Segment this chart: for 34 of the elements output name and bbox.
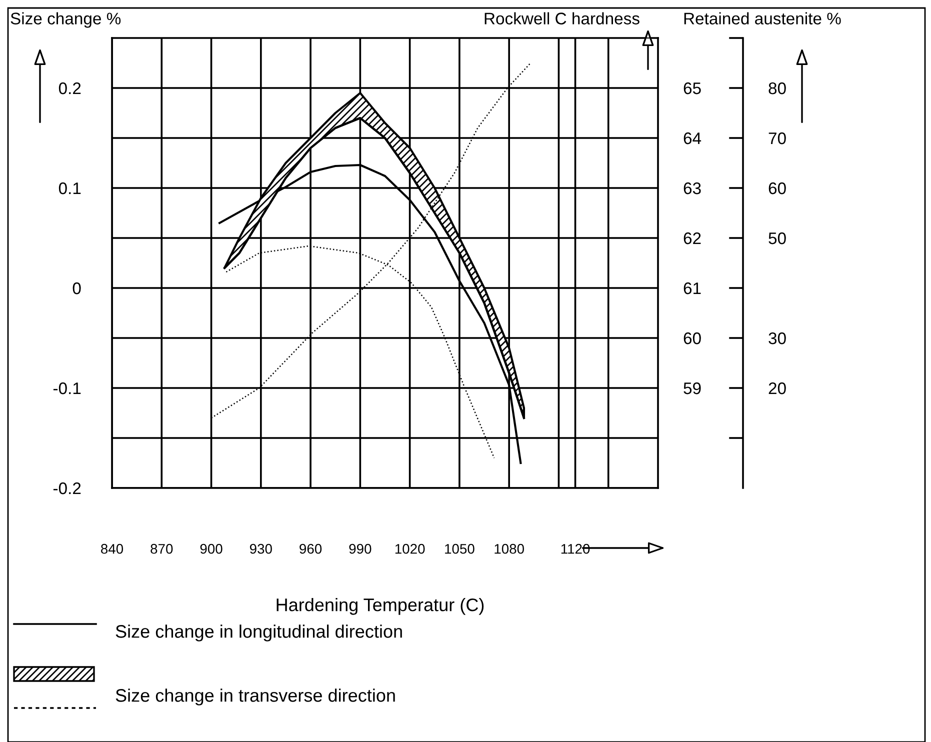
y2-tick-label: 65 [684, 82, 701, 94]
y2-tick-label: 59 [684, 382, 701, 394]
y3-tick-label: 30 [768, 332, 786, 344]
y-tick-label: 0.1 [58, 182, 81, 194]
x-tick-label: 960 [300, 544, 322, 554]
x-tick-label: 840 [101, 544, 124, 554]
y3-tick-label: 70 [768, 132, 786, 144]
legend-label: Size change in transverse direction [116, 688, 395, 706]
y3-tick-label: 50 [768, 232, 786, 244]
y2-tick-label: 63 [684, 182, 701, 194]
y-tick-label: -0.1 [53, 382, 81, 394]
y3-tick-label: 60 [768, 182, 786, 194]
y2-axis-title: Rockwell C hardness [484, 12, 640, 24]
legend-label: Size change in longitudinal direction [116, 624, 402, 642]
y3-tick-label: 80 [768, 82, 786, 94]
y2-tick-label: 61 [684, 282, 701, 294]
y2-tick-label: 64 [684, 132, 702, 144]
x-tick-label: 900 [200, 544, 222, 554]
x-tick-label: 1080 [494, 544, 524, 554]
y-axis-title: Size change % [10, 12, 121, 28]
y2-tick-label: 60 [684, 332, 701, 344]
y-tick-label: -0.2 [53, 482, 81, 494]
y2-tick-label: 62 [684, 232, 701, 244]
x-tick-label: 930 [250, 544, 272, 554]
x-axis-title: Hardening Temperatur (C) [276, 598, 484, 615]
y3-axis-title: Retained austenite % [684, 12, 841, 24]
x-tick-label: 1020 [395, 544, 425, 554]
y-tick-label: 0 [72, 282, 81, 294]
y-tick-label: 0.2 [58, 82, 81, 94]
x-tick-label: 990 [349, 544, 372, 554]
x-tick-label: 1120 [561, 544, 590, 554]
x-tick-label: 1050 [445, 544, 474, 554]
y3-tick-label: 20 [768, 382, 786, 394]
x-tick-label: 870 [150, 544, 173, 554]
